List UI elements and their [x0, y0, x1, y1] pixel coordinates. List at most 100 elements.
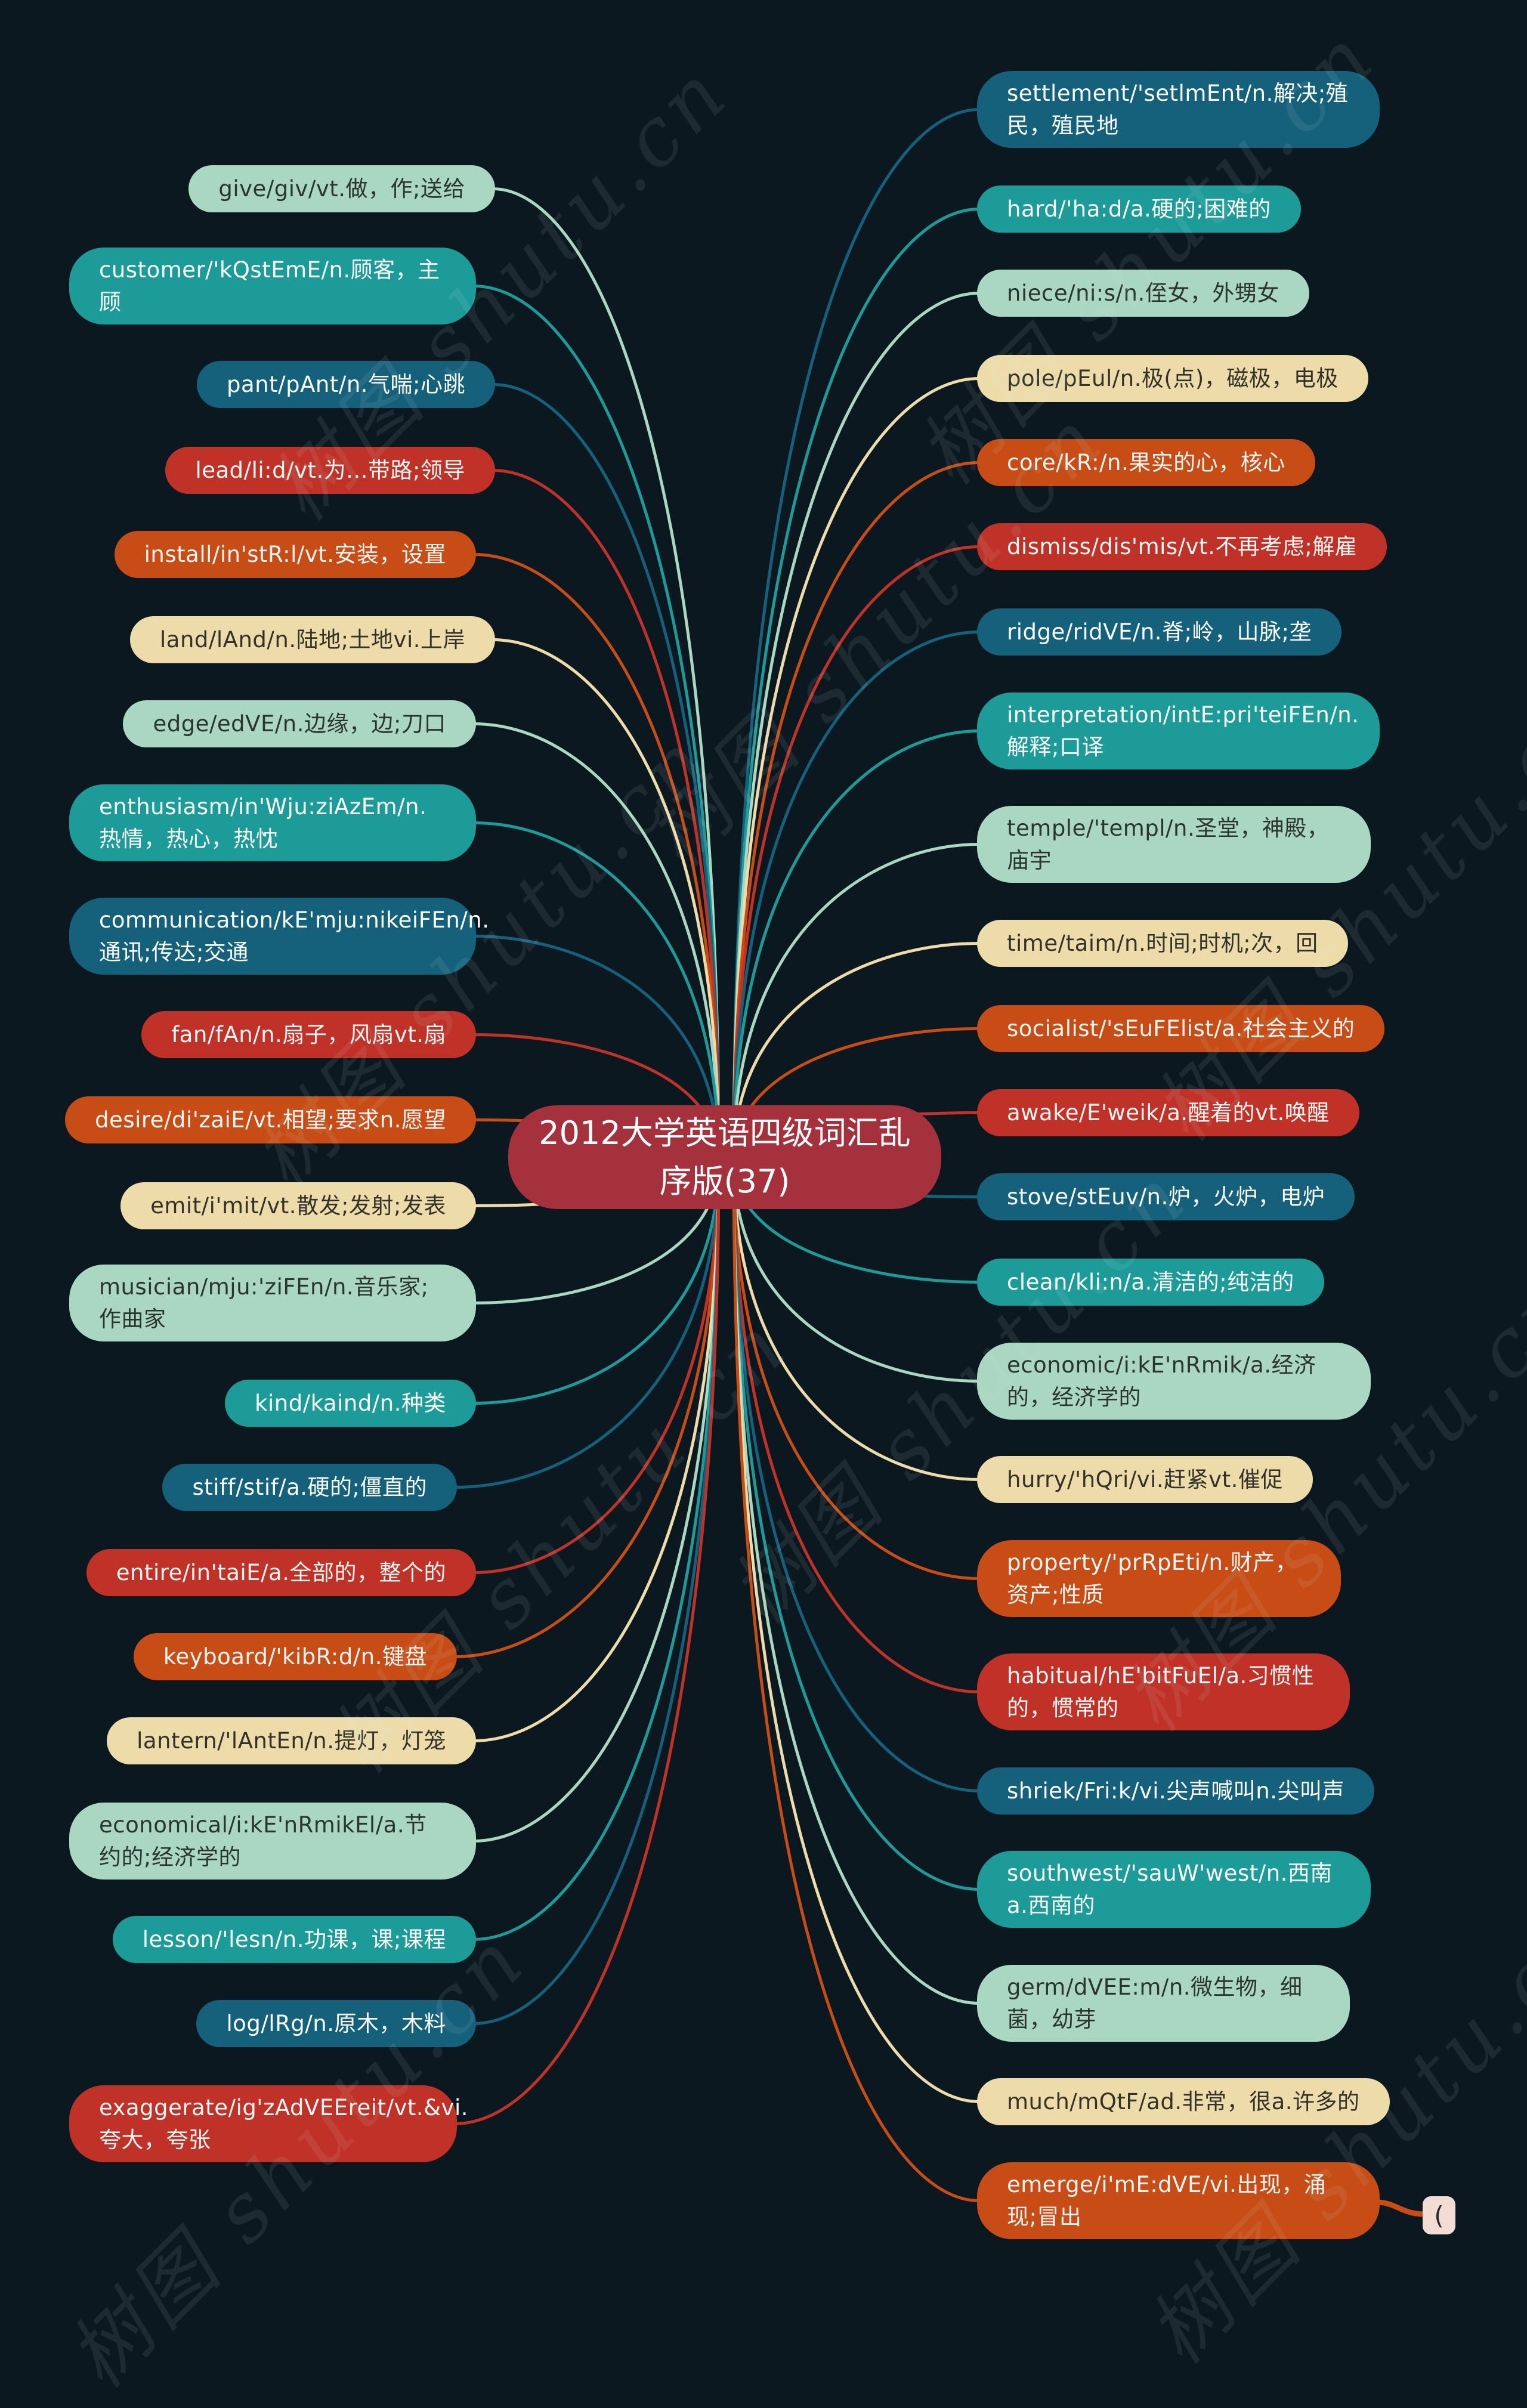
mindmap-node-log[interactable]: log/lRg/n.原木，木料	[196, 2000, 476, 2047]
mindmap-node-shriek[interactable]: shriek/Fri:k/vi.尖声喊叫n.尖叫声	[977, 1767, 1374, 1814]
edge-line-lesson	[473, 1160, 721, 1941]
mindmap-node-core[interactable]: core/kR:/n.果实的心，核心	[977, 439, 1315, 486]
mindmap-node-pole[interactable]: pole/pEul/n.极(点)，磁极，电极	[977, 355, 1368, 402]
node-label: kind/kaind/n.种类	[255, 1390, 446, 1416]
mindmap-node-niece[interactable]: niece/ni:s/n.侄女，外甥女	[977, 270, 1309, 317]
node-label: hurry/'hQri/vi.赶紧vt.催促	[1007, 1466, 1283, 1492]
node-label: communication/kE'mju:nikeiFEn/n.通讯;传达;交通	[99, 907, 490, 965]
edge-line-southwest	[732, 1160, 980, 1891]
node-label: hard/'ha:d/a.硬的;困难的	[1007, 196, 1271, 222]
mindmap-node-awake[interactable]: awake/E'weik/a.醒着的vt.唤醒	[977, 1089, 1359, 1136]
mindmap-node-economical[interactable]: economical/i:kE'nRmikEl/a.节约的;经济学的	[69, 1803, 476, 1880]
edge-line-hurry	[732, 1160, 980, 1481]
mindmap-canvas: give/giv/vt.做，作;送给 customer/'kQstEmE/n.顾客…	[51, 9, 1527, 2405]
edge-line-give	[492, 187, 721, 1161]
edge-line-hard	[732, 208, 980, 1161]
mindmap-node-lesson[interactable]: lesson/'lesn/n.功课，课;课程	[112, 1916, 476, 1963]
mindmap-node-dismiss[interactable]: dismiss/dis'mis/vt.不再考虑;解雇	[977, 523, 1387, 570]
mindmap-node-fan[interactable]: fan/fAn/n.扇子，风扇vt.扇	[141, 1011, 476, 1058]
mindmap-node-temple[interactable]: temple/'templ/n.圣堂，神殿，庙宇	[977, 806, 1371, 883]
mindmap-node-exaggerate[interactable]: exaggerate/ig'zAdVEEreit/vt.&vi.夸大，夸张	[69, 2085, 468, 2162]
node-label: stiff/stif/a.硬的;僵直的	[192, 1474, 427, 1500]
mindmap-node-keyboard[interactable]: keyboard/'kibR:d/n.键盘	[133, 1633, 457, 1680]
mindmap-node-ridge[interactable]: ridge/ridVE/n.脊;岭，山脉;垄	[977, 608, 1341, 656]
edge-line-edge	[473, 722, 721, 1161]
node-label: niece/ni:s/n.侄女，外甥女	[1007, 280, 1279, 306]
mindmap-node-hurry[interactable]: hurry/'hQri/vi.赶紧vt.催促	[977, 1456, 1313, 1503]
node-label: germ/dVEE:m/n.微生物，细菌，幼芽	[1007, 1974, 1303, 2032]
mindmap-node-entire[interactable]: entire/in'taiE/a.全部的，整个的	[86, 1549, 476, 1596]
mindmap-node-habitual[interactable]: habitual/hE'bitFuEl/a.习惯性的，惯常的	[977, 1653, 1350, 1730]
node-label: clean/kli:n/a.清洁的;纯洁的	[1007, 1269, 1294, 1295]
node-label: shriek/Fri:k/vi.尖声喊叫n.尖叫声	[1007, 1778, 1344, 1804]
edge-line-kind	[473, 1160, 721, 1405]
node-label: southwest/'sauW'west/n.西南a.西南的	[1007, 1860, 1333, 1918]
mindmap-node-give[interactable]: give/giv/vt.做，作;送给	[188, 165, 495, 212]
mindmap-node-pant[interactable]: pant/pAnt/n.气喘;心跳	[197, 361, 495, 408]
central-topic-label: 2012大学英语四级词汇乱序版(37)	[539, 1114, 911, 1200]
node-label: core/kR:/n.果实的心，核心	[1007, 449, 1285, 475]
node-label: economical/i:kE'nRmikEl/a.节约的;经济学的	[99, 1812, 427, 1870]
edge-line-collapsed	[1376, 2199, 1425, 2217]
edge-line-emerge	[732, 1160, 980, 2202]
edge-line-exaggerate	[454, 1160, 721, 2125]
collapsed-branch-label: (	[1434, 2200, 1444, 2230]
mindmap-node-lead[interactable]: lead/li:d/vt.为...带路;领导	[165, 447, 495, 494]
edge-line-shriek	[732, 1160, 980, 1792]
node-label: time/taim/n.时间;时机;次，回	[1007, 930, 1318, 956]
mindmap-node-install[interactable]: install/in'stR:l/vt.安装，设置	[114, 531, 476, 578]
node-label: log/lRg/n.原木，木料	[226, 2010, 446, 2036]
mindmap-node-land[interactable]: land/lAnd/n.陆地;土地vi.上岸	[130, 616, 495, 663]
node-label: customer/'kQstEmE/n.顾客，主顾	[99, 256, 440, 315]
mindmap-node-southwest[interactable]: southwest/'sauW'west/n.西南a.西南的	[977, 1851, 1371, 1928]
edge-line-enthusiasm	[473, 821, 721, 1161]
mindmap-node-clean[interactable]: clean/kli:n/a.清洁的;纯洁的	[977, 1259, 1324, 1306]
mindmap-node-interpretation[interactable]: interpretation/intE:pri'teiFEn/n.解释;口译	[977, 693, 1380, 769]
mindmap-node-stiff[interactable]: stiff/stif/a.硬的;僵直的	[162, 1464, 457, 1511]
mindmap-node-desire[interactable]: desire/di'zaiE/vt.相望;要求n.愿望	[65, 1096, 476, 1143]
edge-line-stiff	[454, 1160, 721, 1489]
node-label: socialist/'sEuFElist/a.社会主义的	[1007, 1015, 1355, 1041]
edge-line-property	[732, 1160, 980, 1580]
mindmap-node-edge[interactable]: edge/edVE/n.边缘，边;刀口	[123, 700, 476, 747]
node-label: emerge/i'mE:dVE/vi.出现，涌现;冒出	[1007, 2171, 1327, 2230]
edge-line-lantern	[473, 1160, 721, 1742]
mindmap-node-emit[interactable]: emit/i'mit/vt.散发;发射;发表	[120, 1182, 476, 1229]
node-label: keyboard/'kibR:d/n.键盘	[163, 1643, 427, 1670]
edge-lines-layer	[454, 108, 1425, 2217]
mindmap-node-socialist[interactable]: socialist/'sEuFElist/a.社会主义的	[977, 1005, 1385, 1052]
mindmap-node-emerge[interactable]: emerge/i'mE:dVE/vi.出现，涌现;冒出	[977, 2162, 1380, 2239]
mindmap-node-germ[interactable]: germ/dVEE:m/n.微生物，细菌，幼芽	[977, 1965, 1350, 2042]
mindmap-node-stove[interactable]: stove/stEuv/n.炉，火炉，电炉	[977, 1173, 1355, 1220]
mindmap-node-musician[interactable]: musician/mju:'ziFEn/n.音乐家;作曲家	[69, 1265, 476, 1341]
mindmap-node-lantern[interactable]: lantern/'lAntEn/n.提灯，灯笼	[107, 1717, 476, 1764]
mindmap-node-communication[interactable]: communication/kE'mju:nikeiFEn/n.通讯;传达;交通	[69, 898, 489, 975]
mindmap-node-much[interactable]: much/mQtF/ad.非常，很a.许多的	[977, 2078, 1390, 2125]
node-label: settlement/'setlmEnt/n.解决;殖民，殖民地	[1007, 80, 1349, 138]
mindmap-node-enthusiasm[interactable]: enthusiasm/in'Wju:ziAzEm/n.热情，热心，热忱	[69, 784, 476, 861]
mindmap-node-kind[interactable]: kind/kaind/n.种类	[225, 1380, 476, 1427]
edge-line-economic	[732, 1160, 980, 1383]
node-label: much/mQtF/ad.非常，很a.许多的	[1007, 2088, 1360, 2115]
node-label: interpretation/intE:pri'teiFEn/n.解释;口译	[1007, 701, 1359, 760]
node-label: land/lAnd/n.陆地;土地vi.上岸	[160, 626, 465, 653]
central-topic-node[interactable]: 2012大学英语四级词汇乱序版(37)	[508, 1105, 941, 1209]
node-label: property/'prRpEti/n.财产，资产;性质	[1007, 1549, 1298, 1608]
node-label: exaggerate/ig'zAdVEEreit/vt.&vi.夸大，夸张	[99, 2094, 468, 2153]
mindmap-node-time[interactable]: time/taim/n.时间;时机;次，回	[977, 920, 1348, 967]
node-label: install/in'stR:l/vt.安装，设置	[144, 541, 446, 567]
mindmap-node-customer[interactable]: customer/'kQstEmE/n.顾客，主顾	[69, 248, 476, 324]
edge-line-pole	[732, 377, 980, 1161]
edge-line-niece	[732, 292, 980, 1161]
node-label: fan/fAn/n.扇子，风扇vt.扇	[171, 1021, 446, 1047]
collapsed-branch-indicator[interactable]: (	[1423, 2196, 1455, 2234]
node-label: stove/stEuv/n.炉，火炉，电炉	[1007, 1183, 1325, 1210]
edge-line-communication	[473, 935, 721, 1161]
mindmap-node-settlement[interactable]: settlement/'setlmEnt/n.解决;殖民，殖民地	[977, 71, 1380, 148]
mindmap-node-hard[interactable]: hard/'ha:d/a.硬的;困难的	[977, 186, 1301, 233]
node-label: pole/pEul/n.极(点)，磁极，电极	[1007, 365, 1339, 391]
edge-line-much	[732, 1160, 980, 2103]
mindmap-node-economic[interactable]: economic/i:kE'nRmik/a.经济的，经济学的	[977, 1343, 1371, 1420]
mindmap-node-property[interactable]: property/'prRpEti/n.财产，资产;性质	[977, 1540, 1341, 1617]
node-label: desire/di'zaiE/vt.相望;要求n.愿望	[95, 1106, 446, 1133]
